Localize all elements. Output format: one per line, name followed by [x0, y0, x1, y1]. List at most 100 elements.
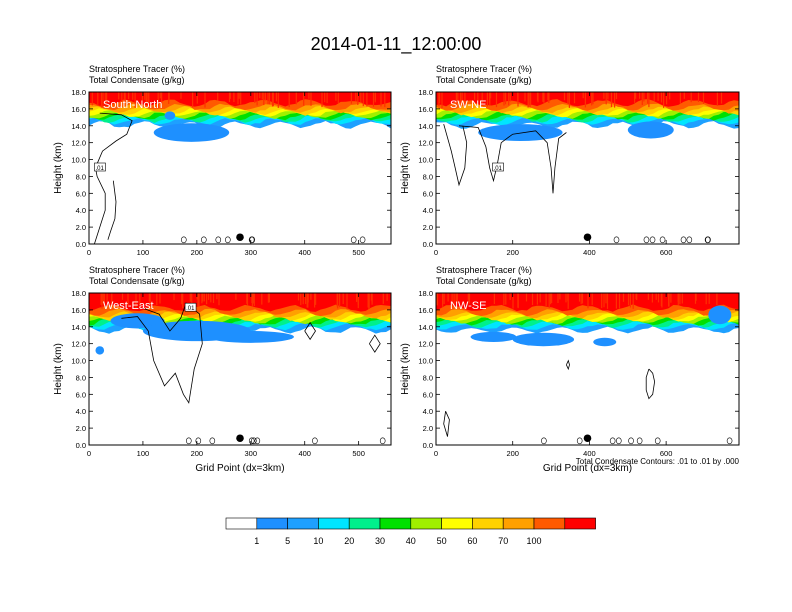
tracer-streak — [705, 293, 707, 305]
plot-area — [436, 293, 739, 445]
colorbar-swatch — [256, 517, 288, 530]
tracer-streak — [261, 293, 263, 305]
tracer-streak — [240, 92, 242, 105]
tracer-streak — [641, 92, 643, 105]
colorbar-label: 5 — [285, 536, 290, 546]
tracer-streak — [300, 293, 302, 306]
tracer-streak — [101, 293, 103, 309]
tracer-streak — [512, 293, 514, 309]
tracer-streak — [315, 293, 317, 305]
tracer-streak — [455, 92, 457, 107]
tracer-streak — [679, 92, 681, 104]
location-marker — [236, 434, 244, 443]
tracer-streak — [486, 92, 488, 107]
condensate-contour — [107, 180, 117, 240]
panel: Stratosphere Tracer (%)Total Condensate … — [400, 265, 740, 474]
x-tick-label: 500 — [352, 449, 365, 458]
colorbar-swatch — [472, 517, 504, 530]
tracer-streak — [229, 92, 231, 99]
condensate-contour — [645, 368, 656, 400]
colorbar-label: 40 — [406, 536, 416, 546]
y-tick-label: 18.0 — [418, 88, 433, 97]
x-tick-label: 600 — [660, 248, 673, 257]
tracer-streak — [550, 293, 552, 305]
tracer-streak — [159, 293, 161, 304]
condensate-contour — [636, 437, 643, 445]
y-tick-label: 8.0 — [76, 172, 86, 181]
condensate-contour — [726, 437, 733, 445]
panel-title-condensate: Total Condensate (g/kg) — [89, 75, 185, 85]
tracer-streak — [135, 293, 137, 309]
tracer-streak — [568, 92, 570, 108]
panel-title-tracer: Stratosphere Tracer (%) — [89, 265, 185, 275]
tracer-streak — [443, 293, 445, 304]
panel-label: South-North — [103, 99, 162, 111]
condensate-contour — [121, 302, 203, 404]
y-tick-label: 12.0 — [418, 340, 433, 349]
tracer-streak — [102, 92, 104, 108]
condensate-contour — [686, 236, 693, 244]
panel-label: SW-NE — [450, 99, 486, 111]
tracer-streak — [438, 92, 440, 107]
y-tick-label: 0.0 — [76, 240, 86, 249]
condensate-contour — [628, 437, 634, 445]
tracer-streak — [567, 293, 569, 302]
colorbar-label: 20 — [344, 536, 354, 546]
tracer-streak — [557, 293, 559, 303]
condensate-contour — [458, 125, 567, 194]
tracer-streak — [464, 92, 466, 107]
tracer-streak — [643, 92, 645, 102]
tracer-streak — [307, 293, 309, 303]
tracer-streak — [386, 293, 388, 301]
x-tick-label: 100 — [137, 248, 150, 257]
tracer-streak — [474, 92, 476, 100]
tracer-streak — [197, 293, 199, 307]
y-tick-label: 16.0 — [418, 105, 433, 114]
tracer-streak — [647, 92, 649, 104]
colorbar-label: 1 — [254, 536, 259, 546]
colorbar-label: 100 — [526, 536, 541, 546]
condensate-contour — [649, 236, 656, 244]
tracer-streak — [370, 293, 372, 301]
condensate-contour — [659, 236, 666, 244]
tracer-streak — [173, 293, 175, 301]
tracer-streak — [253, 293, 255, 306]
x-tick-label: 200 — [191, 248, 204, 257]
colorbar-swatch — [287, 517, 319, 530]
location-marker — [236, 233, 244, 242]
tracer-streak — [106, 92, 108, 104]
contour-label-box — [94, 162, 106, 172]
tracer-streak — [455, 293, 457, 303]
tracer-streak — [326, 92, 328, 104]
tracer-streak — [439, 92, 441, 103]
tracer-streak — [272, 92, 274, 107]
tracer-streak — [653, 92, 655, 101]
tracer-streak — [268, 293, 270, 303]
condensate-contour — [443, 123, 468, 187]
tracer-streak — [655, 293, 657, 300]
plot-area: .01 — [89, 293, 391, 445]
tracer-streak — [372, 92, 375, 107]
tracer-streak — [371, 293, 373, 305]
y-tick-label: 16.0 — [71, 306, 86, 315]
y-axis-label: Height (km) — [400, 343, 411, 395]
tracer-streak — [103, 293, 105, 305]
colorbar-swatch — [441, 517, 473, 530]
colorbar-label: 10 — [313, 536, 323, 546]
tracer-streak — [218, 293, 220, 306]
condensate-blob — [708, 305, 732, 325]
tracer-streak — [106, 293, 108, 302]
tracer-streak — [256, 92, 258, 106]
tracer-streak — [547, 92, 549, 101]
colorbar: 1 5 10 20 30 40 50 60 70 100 — [225, 517, 596, 546]
tracer-streak — [548, 92, 550, 102]
contour-label: .01 — [95, 166, 104, 172]
x-tick-label: 0 — [87, 449, 91, 458]
y-tick-label: 12.0 — [71, 139, 86, 148]
y-axis-label: Height (km) — [53, 343, 64, 395]
tracer-streak — [615, 92, 618, 100]
condensate-contour — [215, 236, 222, 244]
tracer-streak — [121, 293, 124, 300]
y-tick-label: 18.0 — [418, 289, 433, 298]
tracer-streak — [97, 92, 99, 106]
